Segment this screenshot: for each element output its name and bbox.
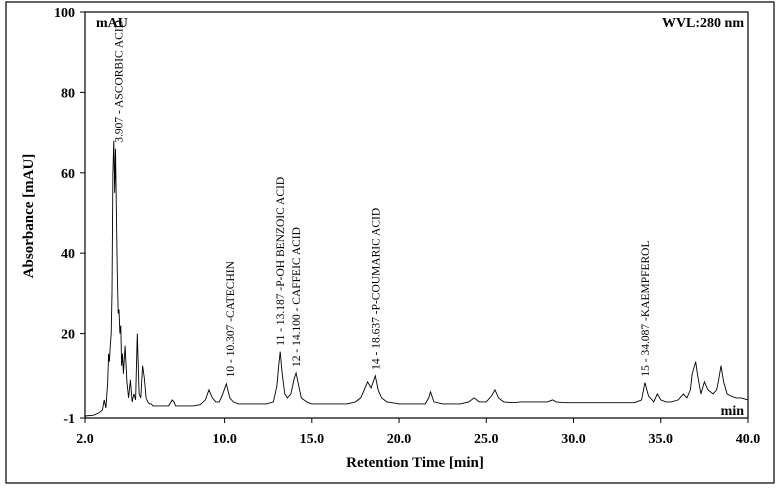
peak-label: 10 - 10.307 -CATECHIN	[225, 260, 237, 377]
x-unit-label: min	[721, 404, 745, 419]
y-tick-label: 80	[61, 86, 75, 101]
x-tick-label: 35.0	[649, 432, 674, 447]
y-unit-label: mAU	[96, 16, 128, 31]
wavelength-label: WVL:280 nm	[662, 16, 744, 31]
y-axis-ticks: -1 20 40 60 80 100	[54, 6, 85, 427]
y-axis-title: Absorbance [mAU]	[21, 154, 37, 279]
y-tick-label: 60	[61, 167, 75, 182]
chromatogram-trace	[84, 140, 749, 417]
y-tick-label: 100	[54, 6, 75, 21]
peak-label: 11 - 13.187 -P-OH BENZOIC ACID	[275, 177, 287, 346]
peak-labels: 3.907 - ASCORBIC ACID 10 - 10.307 -CATECH…	[113, 20, 652, 377]
peak-label: 12 - 14.100 - CAFFEIC ACID	[291, 227, 303, 367]
x-tick-label: 15.0	[300, 432, 325, 447]
peak-label: 15 - 34.087 -KAEMPFEROL	[640, 240, 652, 376]
peak-label: 3.907 - ASCORBIC ACID	[113, 20, 125, 143]
y-tick-label: 20	[61, 328, 75, 343]
peak-label: 14 - 18.637 -P-COUMARIC ACID	[370, 208, 382, 370]
x-tick-label: 20.0	[387, 432, 412, 447]
y-tick-label: 40	[61, 247, 75, 262]
x-tick-label: 40.0	[736, 432, 761, 447]
x-tick-label: 25.0	[474, 432, 499, 447]
x-tick-label: 10.0	[212, 432, 237, 447]
x-axis-ticks: 2.0 10.0 15.0 20.0 25.0 30.0 35.0 40.0	[76, 418, 760, 447]
plot-frame	[84, 11, 749, 419]
y-tick-label: -1	[63, 412, 75, 427]
x-tick-label: 2.0	[76, 432, 94, 447]
x-tick-label: 30.0	[561, 432, 586, 447]
x-axis-title: Retention Time [min]	[346, 455, 484, 471]
